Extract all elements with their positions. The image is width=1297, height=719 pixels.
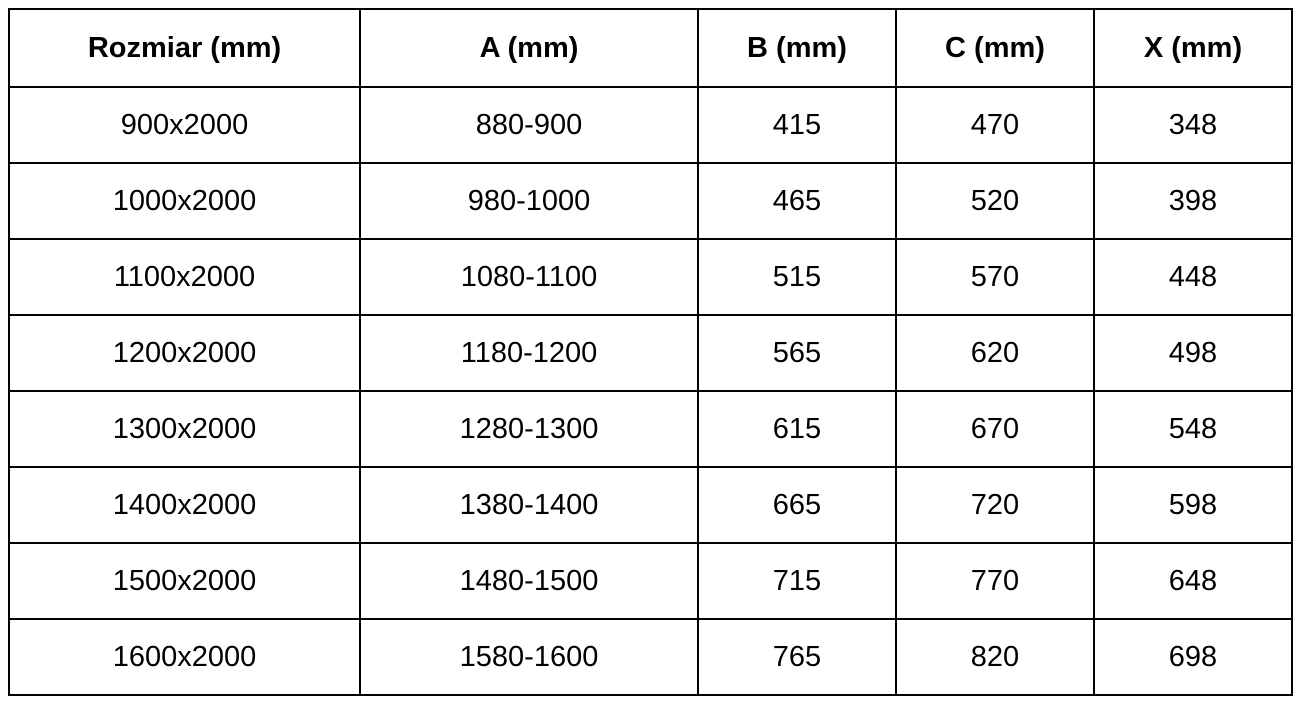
table-cell: 648 — [1093, 542, 1293, 620]
table-cell: 1000x2000 — [8, 162, 361, 240]
table-cell: 470 — [895, 86, 1095, 164]
table-cell: 615 — [697, 390, 897, 468]
table-cell: 720 — [895, 466, 1095, 544]
table-cell: 765 — [697, 618, 897, 696]
table-cell: 1200x2000 — [8, 314, 361, 392]
table-row: 1200x2000 1180-1200 565 620 498 — [8, 314, 1293, 392]
column-header: A (mm) — [359, 8, 699, 88]
header-row: Rozmiar (mm) A (mm) B (mm) C (mm) X (mm) — [8, 8, 1293, 88]
table-cell: 1100x2000 — [8, 238, 361, 316]
table-cell: 770 — [895, 542, 1095, 620]
table-cell: 565 — [697, 314, 897, 392]
table-cell: 548 — [1093, 390, 1293, 468]
column-header: Rozmiar (mm) — [8, 8, 361, 88]
dimensions-table: Rozmiar (mm) A (mm) B (mm) C (mm) X (mm) 900… — [8, 8, 1293, 696]
table-cell: 448 — [1093, 238, 1293, 316]
table-cell: 598 — [1093, 466, 1293, 544]
table-cell: 715 — [697, 542, 897, 620]
table-cell: 1080-1100 — [359, 238, 699, 316]
table-cell: 1400x2000 — [8, 466, 361, 544]
table-row: 1100x2000 1080-1100 515 570 448 — [8, 238, 1293, 316]
table-cell: 348 — [1093, 86, 1293, 164]
table-cell: 515 — [697, 238, 897, 316]
table-cell: 498 — [1093, 314, 1293, 392]
table-cell: 670 — [895, 390, 1095, 468]
table-cell: 698 — [1093, 618, 1293, 696]
table-row: 1300x2000 1280-1300 615 670 548 — [8, 390, 1293, 468]
table-cell: 1480-1500 — [359, 542, 699, 620]
table-cell: 1500x2000 — [8, 542, 361, 620]
table-cell: 1380-1400 — [359, 466, 699, 544]
table-cell: 880-900 — [359, 86, 699, 164]
table-cell: 665 — [697, 466, 897, 544]
table-cell: 1280-1300 — [359, 390, 699, 468]
table-cell: 520 — [895, 162, 1095, 240]
table-cell: 1300x2000 — [8, 390, 361, 468]
table-cell: 398 — [1093, 162, 1293, 240]
table-cell: 415 — [697, 86, 897, 164]
table-cell: 820 — [895, 618, 1095, 696]
table-row: 1400x2000 1380-1400 665 720 598 — [8, 466, 1293, 544]
table-cell: 1600x2000 — [8, 618, 361, 696]
table-cell: 900x2000 — [8, 86, 361, 164]
table-cell: 620 — [895, 314, 1095, 392]
column-header: X (mm) — [1093, 8, 1293, 88]
table-row: 1600x2000 1580-1600 765 820 698 — [8, 618, 1293, 696]
table-cell: 465 — [697, 162, 897, 240]
table-row: 900x2000 880-900 415 470 348 — [8, 86, 1293, 164]
column-header: B (mm) — [697, 8, 897, 88]
table-row: 1500x2000 1480-1500 715 770 648 — [8, 542, 1293, 620]
table-cell: 980-1000 — [359, 162, 699, 240]
column-header: C (mm) — [895, 8, 1095, 88]
table-row: 1000x2000 980-1000 465 520 398 — [8, 162, 1293, 240]
table-cell: 1580-1600 — [359, 618, 699, 696]
table-cell: 1180-1200 — [359, 314, 699, 392]
table-cell: 570 — [895, 238, 1095, 316]
